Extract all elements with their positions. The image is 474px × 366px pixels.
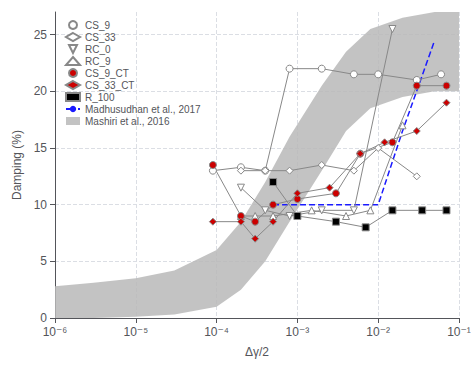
svg-text:CS_9: CS_9 (85, 20, 110, 31)
svg-text:Damping (%): Damping (%) (10, 130, 24, 200)
svg-text:10⁻³: 10⁻³ (286, 325, 310, 339)
svg-text:5: 5 (40, 254, 47, 268)
svg-text:10⁻⁶: 10⁻⁶ (43, 325, 68, 339)
svg-text:10⁻⁴: 10⁻⁴ (204, 325, 229, 339)
svg-text:CS_9_CT: CS_9_CT (85, 68, 129, 79)
svg-text:RC_9: RC_9 (85, 56, 111, 67)
svg-text:R_100: R_100 (85, 92, 115, 103)
svg-text:10: 10 (34, 198, 48, 212)
svg-text:Madhusudhan et al., 2017: Madhusudhan et al., 2017 (85, 104, 201, 115)
svg-text:10⁻¹: 10⁻¹ (447, 325, 471, 339)
svg-text:15: 15 (34, 141, 48, 155)
svg-text:20: 20 (34, 84, 48, 98)
svg-text:0: 0 (40, 311, 47, 325)
svg-text:10⁻⁵: 10⁻⁵ (123, 325, 148, 339)
svg-text:Δγ/2: Δγ/2 (245, 345, 269, 359)
svg-text:RC_0: RC_0 (85, 44, 111, 55)
svg-text:CS_33: CS_33 (85, 32, 116, 43)
svg-text:10⁻²: 10⁻² (366, 325, 390, 339)
svg-text:Mashiri et al., 2016: Mashiri et al., 2016 (85, 116, 170, 127)
svg-text:CS_33_CT: CS_33_CT (85, 80, 134, 91)
svg-text:25: 25 (34, 28, 48, 42)
